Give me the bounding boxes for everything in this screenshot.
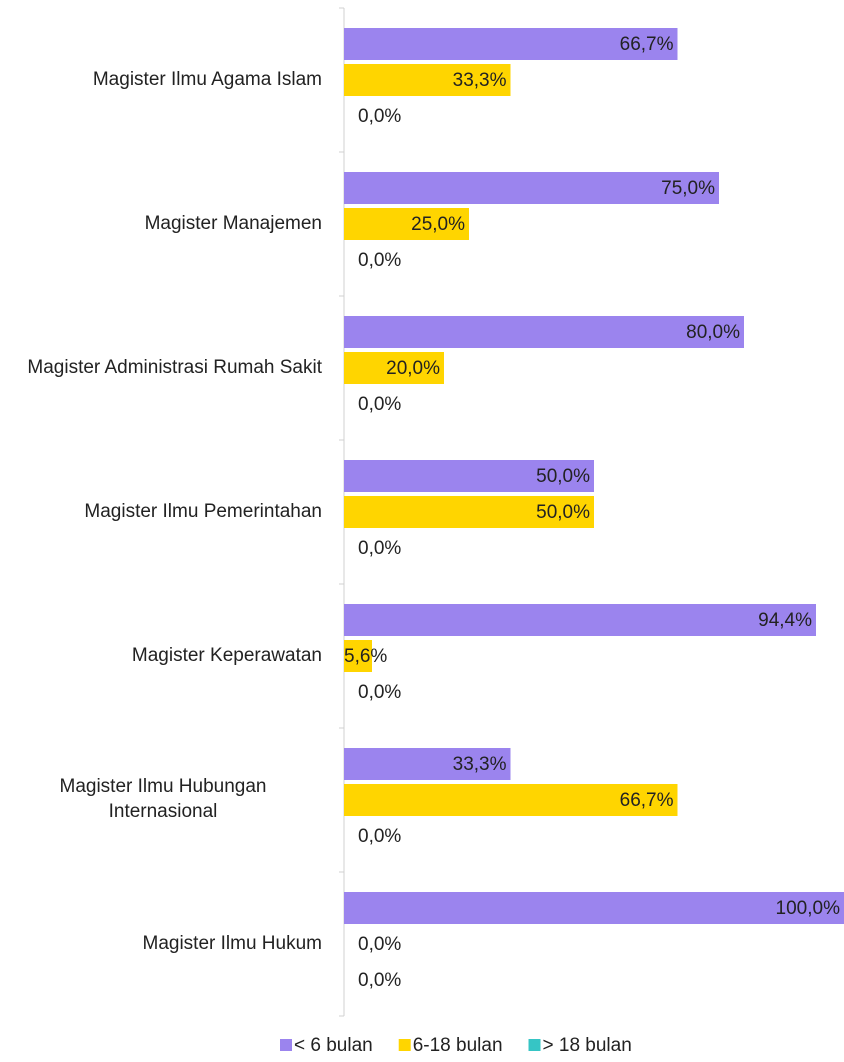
category-label-box: Magister Ilmu Hubungan Internasional [0,728,322,872]
legend-label: > 18 bulan [543,1035,632,1056]
bar [344,28,678,60]
value-label: 5,6% [344,646,387,667]
value-label: 0,0% [358,394,401,415]
value-label: 0,0% [358,106,401,127]
legend-label: < 6 bulan [294,1035,373,1056]
bar [344,892,844,924]
category-label: Magister Ilmu Pemerintahan [84,500,322,522]
bar [344,208,469,240]
bar [344,748,511,780]
category-label: Magister Ilmu Hukum [142,932,323,954]
legend-swatch [280,1039,292,1051]
category-label: Magister Administrasi Rumah Sakit [27,356,322,378]
value-label: 0,0% [358,682,401,703]
value-label: 50,0% [536,502,590,523]
value-label: 66,7% [620,34,674,55]
category-label-box: Magister Administrasi Rumah Sakit [0,296,322,440]
category-label: Magister Ilmu Hubungan Internasional [59,776,267,822]
category-label: Magister Ilmu Agama Islam [92,68,322,90]
bar [344,496,594,528]
bar [344,460,594,492]
value-label: 33,3% [453,70,507,91]
bar [344,352,444,384]
bar [344,316,744,348]
category-label-box: Magister Keperawatan [0,584,322,728]
category-label-box: Magister Ilmu Pemerintahan [0,440,322,584]
category-label: Magister Keperawatan [131,644,322,666]
value-label: 25,0% [411,214,465,235]
value-label: 80,0% [686,322,740,343]
value-label: 94,4% [758,610,812,631]
value-label: 0,0% [358,934,401,955]
value-label: 20,0% [386,358,440,379]
value-label: 0,0% [358,250,401,271]
value-label: 0,0% [358,538,401,559]
legend-label: 6-18 bulan [413,1035,503,1056]
category-label-box: Magister Ilmu Hukum [0,872,323,1016]
value-label: 0,0% [358,826,401,847]
legend-swatch [528,1039,541,1051]
bar [344,64,511,96]
bar [344,604,816,636]
category-label-box: Magister Ilmu Agama Islam [0,8,322,152]
value-label: 0,0% [358,970,401,991]
value-label: 33,3% [453,754,507,775]
value-label: 75,0% [661,178,715,199]
bar [344,172,719,204]
value-label: 66,7% [620,790,674,811]
legend-swatch [398,1039,411,1051]
bar [344,784,678,816]
value-label: 50,0% [536,466,590,487]
bar [344,640,372,672]
category-label-box: Magister Manajemen [0,152,322,296]
category-label: Magister Manajemen [144,212,322,234]
value-label: 100,0% [776,898,841,919]
